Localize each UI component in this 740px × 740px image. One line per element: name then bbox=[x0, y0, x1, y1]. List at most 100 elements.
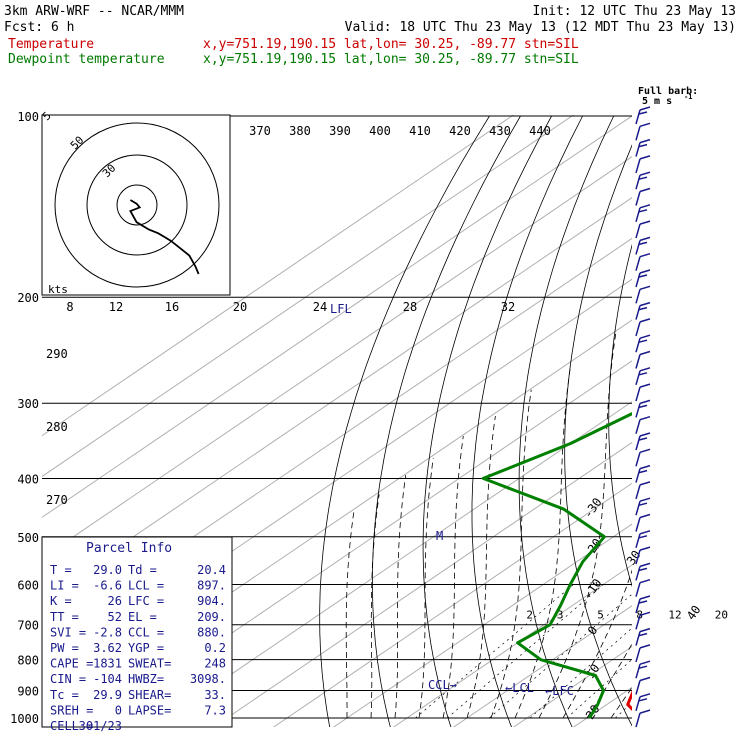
parcel-info-key: CCL = bbox=[128, 625, 164, 639]
wind-barb-flag bbox=[639, 432, 651, 437]
wind-barb-flag bbox=[639, 204, 651, 209]
wind-barb-flag bbox=[639, 285, 651, 291]
hodograph-axis-tick: 32 bbox=[501, 300, 515, 314]
wind-barb-flag bbox=[639, 187, 651, 193]
dry-adiabat-line bbox=[564, 144, 632, 727]
parcel-info-value: 3.62 bbox=[93, 641, 122, 655]
wind-barb-staff bbox=[635, 191, 641, 206]
wind-barb-staff bbox=[635, 517, 641, 532]
theta-label: 410 bbox=[409, 124, 431, 138]
pressure-tick-label: 1000 bbox=[10, 712, 39, 726]
parcel-info-value: 897. bbox=[197, 579, 226, 593]
mixing-ratio-label: 5 bbox=[597, 609, 604, 622]
parcel-info-key: SWEAT= bbox=[128, 657, 171, 671]
hodograph-axis-tick: 8 bbox=[66, 300, 73, 314]
parcel-info-value: -6.6 bbox=[93, 579, 122, 593]
wind-barb-flag bbox=[639, 138, 651, 144]
hodograph-lfl-label: LFL bbox=[330, 302, 352, 316]
pressure-tick-label: 500 bbox=[17, 531, 39, 545]
pressure-tick-label: 100 bbox=[17, 110, 39, 124]
wind-barb-staff bbox=[635, 452, 641, 467]
wind-barb-staff bbox=[635, 598, 641, 614]
level-marker-label: ←LFC bbox=[545, 684, 574, 698]
forecast-hour: Fcst: 6 h bbox=[4, 20, 74, 35]
wind-barb-flag bbox=[639, 530, 651, 535]
wind-barb-staff bbox=[635, 484, 641, 500]
wind-barb-flag bbox=[639, 513, 651, 519]
hodograph-axis-tick: 24 bbox=[313, 300, 327, 314]
wind-barb-flag bbox=[639, 693, 651, 698]
parcel-info-key: CELL = bbox=[50, 719, 93, 733]
moist-adiabat-line bbox=[562, 569, 632, 719]
dry-adiabat-line bbox=[518, 115, 615, 727]
wind-barb-flag bbox=[639, 611, 651, 617]
parcel-info-key: SVI = bbox=[50, 625, 86, 639]
parcel-info-key: YGP = bbox=[128, 641, 164, 655]
wind-barb-flag bbox=[638, 502, 648, 506]
pressure-tick-label: 600 bbox=[17, 578, 39, 592]
parcel-info-value: 301/23 bbox=[79, 719, 122, 733]
parcel-info-value: 20.4 bbox=[197, 563, 226, 577]
parcel-info-key: SHEAR= bbox=[128, 688, 171, 702]
moist-adiabat-line bbox=[683, 297, 740, 718]
parcel-info-value: -104 bbox=[93, 672, 122, 686]
pressure-tick-label: 300 bbox=[17, 397, 39, 411]
pressure-tick-label: 200 bbox=[17, 291, 39, 305]
wind-barb-staff bbox=[635, 174, 641, 190]
pressure-tick-label: 700 bbox=[17, 619, 39, 633]
moist-adiabat-line bbox=[490, 389, 532, 719]
wind-barb-flag bbox=[639, 627, 651, 633]
wind-barb-staff bbox=[635, 272, 641, 288]
wind-barb-staff bbox=[635, 109, 641, 125]
parcel-info-key: T = bbox=[50, 563, 72, 577]
level-marker-label: M bbox=[436, 529, 443, 543]
parcel-info-key: EL = bbox=[128, 610, 157, 624]
wind-barb-flag bbox=[638, 698, 648, 702]
hodograph-box bbox=[41, 114, 231, 296]
wind-barb-flag bbox=[638, 111, 648, 115]
wind-barb-flag bbox=[638, 143, 648, 148]
wind-barb-staff bbox=[635, 207, 641, 223]
wind-barb-flag bbox=[639, 383, 651, 388]
valid-time: Valid: 18 UTC Thu 23 May 13 (12 MDT Thu … bbox=[345, 20, 736, 35]
wind-barb-flag bbox=[639, 171, 651, 176]
wind-barb-staff bbox=[635, 223, 641, 239]
isotherm-line bbox=[42, 115, 515, 437]
mixing-ratio-line bbox=[447, 584, 604, 719]
wind-barb-flag bbox=[639, 562, 651, 568]
theta-label: 440 bbox=[529, 124, 551, 138]
wind-barb-flag bbox=[639, 334, 651, 339]
mixing-ratio-label: 20 bbox=[715, 609, 728, 622]
hodograph-units: kts bbox=[48, 283, 68, 296]
wind-barbs bbox=[635, 106, 651, 728]
wind-barb-flag bbox=[639, 464, 651, 470]
wind-barb-staff bbox=[635, 500, 641, 516]
isotherm-line bbox=[332, 523, 632, 727]
wind-barb-flag bbox=[639, 546, 651, 551]
sounding-traces bbox=[481, 412, 632, 719]
parcel-info-key: SREH = bbox=[50, 703, 93, 717]
side-theta-label: 280 bbox=[46, 420, 68, 434]
parcel-info-title: Parcel Info bbox=[86, 541, 172, 556]
parcel-info-key: K = bbox=[50, 594, 72, 608]
wind-barb-flag bbox=[638, 241, 648, 246]
isotherm-line bbox=[212, 441, 632, 727]
parcel-info-key: LCL = bbox=[128, 579, 164, 593]
wind-barb-flag bbox=[639, 660, 651, 665]
dewpoint-location: x,y=751.19,190.15 lat,lon= 30.25, -89.77… bbox=[203, 52, 579, 67]
parcel-info-value: 0.2 bbox=[204, 641, 226, 655]
theta-label: 400 bbox=[369, 124, 391, 138]
isotherm-line bbox=[42, 196, 632, 600]
moist-adiabat-line bbox=[394, 475, 407, 719]
isotherm-line bbox=[452, 605, 632, 727]
parcel-info-panel: Parcel Info T = 29.0 Td = 20.4 LI = -6.6 LCL =… bbox=[41, 536, 233, 733]
isotherm-line bbox=[512, 645, 632, 727]
parcel-info-value: 248 bbox=[204, 657, 226, 671]
wind-barb-staff bbox=[635, 468, 641, 483]
isotherm-line bbox=[42, 156, 632, 559]
parcel-info-key: HWBZ= bbox=[128, 672, 164, 686]
wind-barb-staff bbox=[635, 712, 641, 728]
theta-label: 370 bbox=[249, 124, 271, 138]
wind-barb-staff bbox=[635, 370, 641, 386]
moist-adiabat-line bbox=[538, 333, 617, 719]
